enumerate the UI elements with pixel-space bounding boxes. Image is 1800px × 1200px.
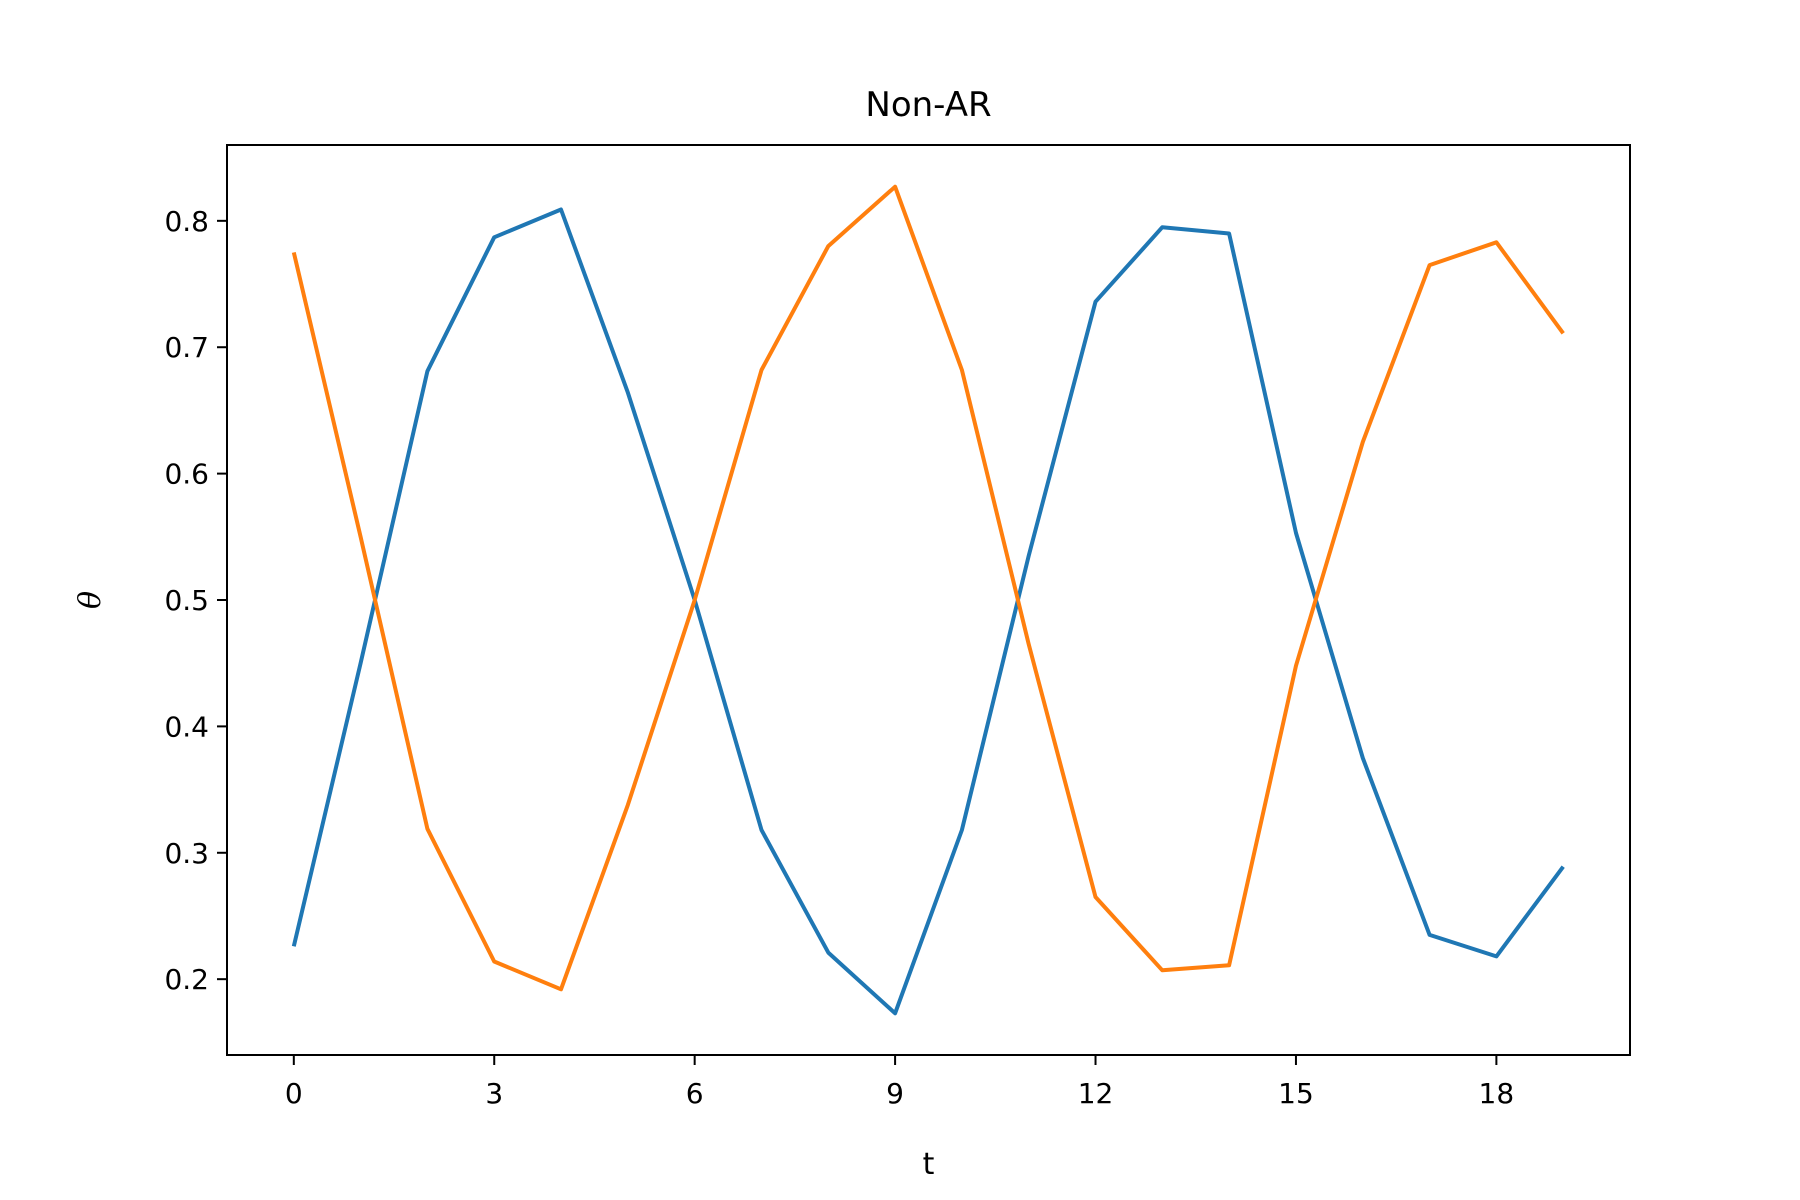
x-tick-label: 15: [1278, 1077, 1314, 1110]
y-axis: 0.2 0.3 0.4 0.5 0.6 0.7 0.8: [164, 205, 227, 996]
y-tick-label: 0.5: [164, 584, 209, 617]
y-tick-label: 0.7: [164, 331, 209, 364]
y-tick-label: 0.2: [164, 963, 209, 996]
y-tick-label: 0.6: [164, 458, 209, 491]
x-tick-label: 6: [686, 1077, 704, 1110]
x-tick-label: 18: [1479, 1077, 1515, 1110]
series-line-2: [291, 184, 1565, 992]
y-axis-label: θ: [73, 591, 108, 609]
x-tick-label: 12: [1078, 1077, 1114, 1110]
x-tick-label: 0: [285, 1077, 303, 1110]
series-layer: [291, 184, 1565, 1016]
series-line-1: [291, 207, 1565, 1016]
x-axis-label: t: [923, 1147, 935, 1182]
y-tick-label: 0.4: [164, 710, 209, 743]
x-tick-label: 3: [485, 1077, 503, 1110]
y-tick-label: 0.3: [164, 837, 209, 870]
x-tick-label: 9: [886, 1077, 904, 1110]
x-axis: 0 3 6 9 12 15 18: [285, 1055, 1514, 1110]
y-tick-label: 0.8: [164, 205, 209, 238]
chart-title: Non-AR: [865, 85, 991, 125]
